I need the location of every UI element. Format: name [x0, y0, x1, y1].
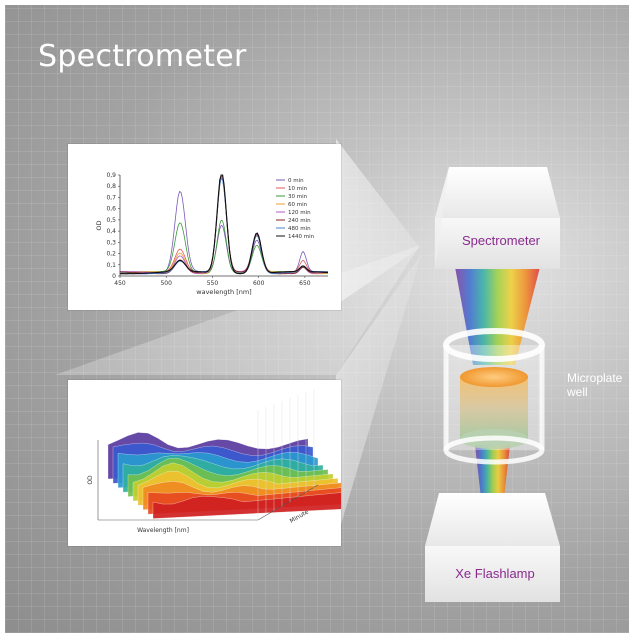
light-beam-upper	[455, 267, 540, 365]
legend-entry: 120 min	[288, 210, 311, 216]
microplate-well-label: Microplate well	[567, 371, 629, 399]
microplate-well	[443, 328, 545, 465]
y-tick-label: 0,3	[106, 239, 116, 246]
absorbance-spectra-panel: 0 0,1 0,2 0,3 0,4 0,5 0,6 0,7 0,8 0,9 450 500 550 600…	[68, 144, 341, 310]
y-tick-label: 0	[112, 273, 116, 280]
y-tick-label: 0,5	[106, 217, 116, 224]
y-tick-label: 0,4	[106, 228, 116, 235]
legend-entry: 30 min	[288, 194, 308, 200]
y-tick-label: 0,6	[106, 206, 116, 213]
flashlamp-box	[425, 493, 560, 602]
y-tick-label: 0,7	[106, 194, 116, 201]
x-axis-label: Wavelength [nm]	[137, 527, 189, 534]
microplate-well-label-line1: Microplate	[567, 371, 623, 385]
y-axis-label: OD	[95, 220, 103, 230]
x-tick-label: 500	[160, 280, 172, 287]
y-tick-label: 0,1	[106, 262, 116, 269]
x-tick-label: 600	[253, 280, 265, 287]
x-tick-label: 450	[114, 280, 126, 287]
x-tick-label: 550	[207, 280, 219, 287]
page-title: Spectrometer	[38, 39, 247, 74]
legend-entry: 480 min	[288, 226, 311, 232]
spectrometer-label: Spectrometer	[461, 233, 541, 248]
y-axis	[257, 484, 319, 521]
series-line	[120, 174, 329, 275]
flashlamp-label: Xe Flashlamp	[455, 566, 535, 581]
z-axis-label: OD	[87, 475, 94, 485]
x-tick-label: 650	[299, 280, 311, 287]
legend-entry: 1440 min	[288, 234, 315, 240]
spectrometer-box	[435, 167, 560, 269]
x-axis-label: wavelength [nm]	[196, 288, 251, 296]
legend-entry: 0 min	[288, 178, 304, 184]
y-tick-label: 0,8	[106, 183, 116, 190]
legend-entry: 10 min	[288, 186, 308, 192]
microplate-well-label-line2: well	[567, 385, 588, 399]
spectral-surface-panel: Wavelength [nm] Minute OD	[68, 380, 341, 546]
legend-entry: 240 min	[288, 218, 311, 224]
projection-beam-lower	[336, 253, 422, 541]
absorbance-line-chart: 0 0,1 0,2 0,3 0,4 0,5 0,6 0,7 0,8 0,9 450 500 550 600…	[95, 172, 329, 296]
y-tick-label: 0,2	[106, 251, 116, 258]
diagram-canvas: Spectrometer	[5, 5, 629, 633]
projection-beam-upper	[336, 139, 420, 305]
legend-entry: 60 min	[288, 202, 308, 208]
y-tick-label: 0,9	[106, 172, 116, 179]
